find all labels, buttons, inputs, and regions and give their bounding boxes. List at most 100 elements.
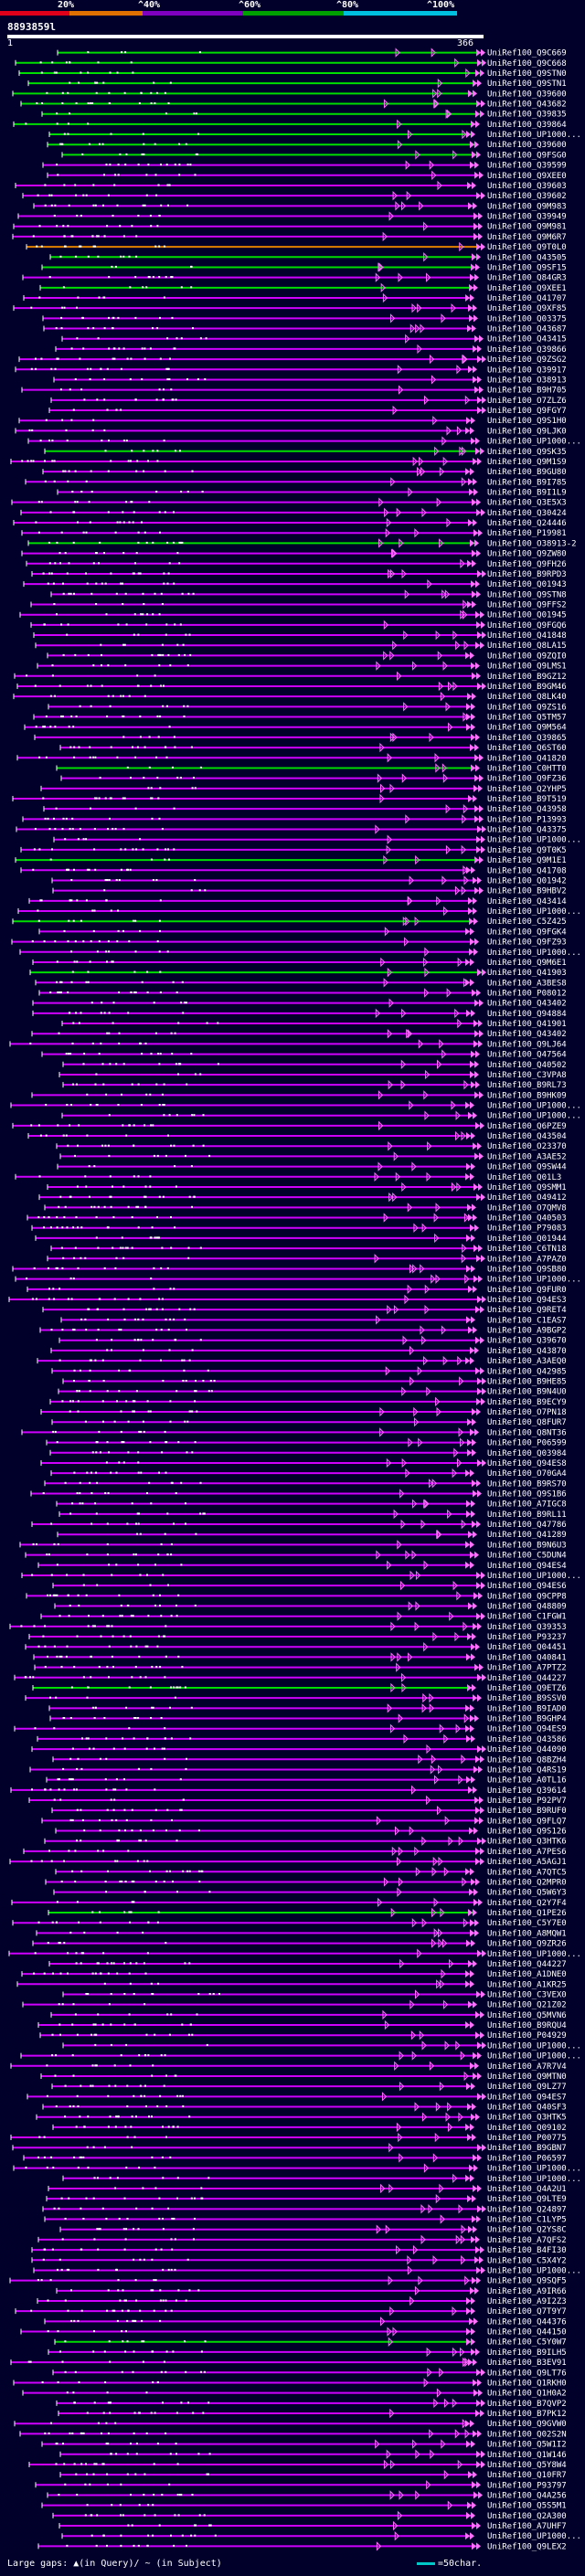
- hit-label[interactable]: UniRef100_Q3HTK6: [487, 1838, 567, 1847]
- hit-row[interactable]: UniRef100_Q94ES7: [27, 2092, 567, 2102]
- hit-row[interactable]: UniRef100_Q9STN1: [27, 78, 567, 89]
- hit-label[interactable]: UniRef100_P19981: [487, 529, 567, 538]
- hit-label[interactable]: UniRef100_Q94884: [487, 1010, 567, 1019]
- hit-label[interactable]: UniRef100_Q39602: [487, 192, 567, 201]
- hit-label[interactable]: UniRef100_Q5MVN6: [487, 2011, 567, 2020]
- hit-row[interactable]: UniRef100_UP1000...: [19, 947, 581, 958]
- hit-label[interactable]: UniRef100_UP1000...: [487, 1102, 581, 1111]
- hit-label[interactable]: UniRef100_Q9ZSG2: [487, 355, 567, 365]
- hit-label[interactable]: UniRef100_Q41289: [487, 1531, 567, 1540]
- hit-row[interactable]: UniRef100_Q44227: [14, 1672, 567, 1683]
- hit-row[interactable]: UniRef100_Q41707: [23, 292, 567, 303]
- hit-label[interactable]: UniRef100_Q48809: [487, 1603, 567, 1612]
- hit-label[interactable]: UniRef100_Q41848: [487, 631, 567, 641]
- hit-label[interactable]: UniRef100_Q9XF85: [487, 304, 567, 313]
- hit-label[interactable]: UniRef100_Q1PE26: [487, 1909, 567, 1918]
- hit-label[interactable]: UniRef100_Q5W6Y3: [487, 1889, 567, 1898]
- hit-row[interactable]: UniRef100_Q44227: [48, 1958, 567, 1969]
- hit-label[interactable]: UniRef100_A7PTZ2: [487, 1664, 567, 1673]
- hit-row[interactable]: UniRef100_UP1000...: [10, 1100, 581, 1111]
- hit-row[interactable]: UniRef100_B9GBN7: [12, 2143, 567, 2153]
- hit-label[interactable]: UniRef100_O70GA4: [487, 1469, 567, 1479]
- hit-label[interactable]: UniRef100_Q9FGQ6: [487, 621, 567, 631]
- hit-row[interactable]: UniRef100_Q9FZ93: [11, 937, 567, 948]
- hit-row[interactable]: UniRef100_Q3HTK6: [44, 1836, 567, 1847]
- hit-label[interactable]: UniRef100_Q9M1S9: [487, 458, 567, 467]
- hit-label[interactable]: UniRef100_Q2YS8C: [487, 2226, 567, 2235]
- hit-label[interactable]: UniRef100_Q3E5X3: [487, 499, 567, 508]
- hit-label[interactable]: UniRef100_UP1000...: [487, 1572, 581, 1581]
- hit-row[interactable]: UniRef100_Q8BZH4: [52, 1754, 567, 1765]
- hit-label[interactable]: UniRef100_Q1RKH0: [487, 2380, 567, 2389]
- hit-label[interactable]: UniRef100_B9GZ12: [487, 673, 567, 682]
- hit-label[interactable]: UniRef100_Q9FZ93: [487, 938, 567, 948]
- hit-row[interactable]: UniRef100_B9H705: [21, 385, 567, 396]
- hit-label[interactable]: UniRef100_B9HE85: [487, 1378, 567, 1387]
- hit-label[interactable]: UniRef100_Q9ZW80: [487, 550, 567, 559]
- hit-label[interactable]: UniRef100_Q9T0K5: [487, 846, 567, 855]
- hit-row[interactable]: UniRef100_Q5W1I2: [41, 2439, 567, 2450]
- hit-row[interactable]: UniRef100_Q40841: [33, 1652, 567, 1662]
- hit-row[interactable]: UniRef100_B9RUF0: [51, 1805, 567, 1816]
- hit-label[interactable]: UniRef100_Q24446: [487, 519, 567, 528]
- hit-label[interactable]: UniRef100_Q9C669: [487, 49, 567, 58]
- hit-label[interactable]: UniRef100_Q43415: [487, 335, 567, 345]
- hit-label[interactable]: UniRef100_B9RL73: [487, 1081, 567, 1090]
- hit-label[interactable]: UniRef100_C5DUN4: [487, 1552, 567, 1561]
- hit-label[interactable]: UniRef100_P93237: [487, 1633, 567, 1642]
- hit-row[interactable]: UniRef100_Q9SMM1: [47, 1182, 567, 1193]
- hit-row[interactable]: UniRef100_B9GZ12: [14, 671, 567, 682]
- hit-label[interactable]: UniRef100_Q94ES6: [487, 1582, 567, 1591]
- hit-row[interactable]: UniRef100_Q9M1E1: [15, 854, 567, 865]
- hit-label[interactable]: UniRef100_A7R7V4: [487, 2062, 567, 2072]
- hit-row[interactable]: UniRef100_A9BGP2: [39, 1325, 567, 1336]
- hit-label[interactable]: UniRef100_Q9FLQ7: [487, 1817, 567, 1826]
- hit-row[interactable]: UniRef100_Q9FGY7: [48, 405, 567, 416]
- hit-row[interactable]: UniRef100_Q94ES6: [52, 1580, 567, 1591]
- hit-row[interactable]: UniRef100_C5Z425: [12, 916, 567, 927]
- hit-row[interactable]: UniRef100_Q9XF85: [13, 302, 567, 313]
- hit-label[interactable]: UniRef100_P79083: [487, 1224, 567, 1234]
- hit-row[interactable]: UniRef100_B9I1L9: [57, 487, 567, 498]
- hit-row[interactable]: UniRef100_Q9C668: [15, 58, 567, 69]
- hit-label[interactable]: UniRef100_Q39866: [487, 345, 567, 355]
- hit-label[interactable]: UniRef100_Q39599: [487, 162, 567, 171]
- hit-label[interactable]: UniRef100_UP1000...: [487, 949, 581, 958]
- hit-label[interactable]: UniRef100_Q44376: [487, 2317, 567, 2327]
- hit-label[interactable]: UniRef100_C0HTT0: [487, 764, 567, 773]
- hit-label[interactable]: UniRef100_Q39835: [487, 111, 567, 120]
- hit-label[interactable]: UniRef100_A7UHF7: [487, 2522, 567, 2531]
- hit-label[interactable]: UniRef100_B9T519: [487, 795, 567, 804]
- hit-row[interactable]: UniRef100_Q5Y8W4: [28, 2459, 567, 2470]
- hit-row[interactable]: UniRef100_B9RL73: [62, 1079, 567, 1090]
- hit-label[interactable]: UniRef100_Q30424: [487, 509, 567, 518]
- hit-row[interactable]: UniRef100_A9IR66: [56, 2285, 567, 2296]
- hit-row[interactable]: UniRef100_O23370: [56, 1141, 567, 1151]
- hit-label[interactable]: UniRef100_UP1000...: [487, 2165, 581, 2174]
- hit-label[interactable]: UniRef100_Q41707: [487, 294, 567, 303]
- hit-row[interactable]: UniRef100_Q41289: [57, 1530, 567, 1540]
- hit-row[interactable]: UniRef100_C5Y0W7: [54, 2337, 567, 2348]
- hit-label[interactable]: UniRef100_B4FI30: [487, 2246, 567, 2255]
- hit-row[interactable]: UniRef100_B9GHP4: [49, 1713, 567, 1724]
- hit-row[interactable]: UniRef100_P92PV7: [28, 1795, 567, 1806]
- hit-label[interactable]: UniRef100_UP1000...: [487, 2041, 581, 2051]
- hit-label[interactable]: UniRef100_O7ZLZ6: [487, 397, 567, 406]
- hit-row[interactable]: UniRef100_B9HK09: [31, 1090, 567, 1100]
- hit-label[interactable]: UniRef100_C5Z425: [487, 917, 567, 927]
- hit-row[interactable]: UniRef100_Q9M981: [13, 221, 567, 232]
- hit-row[interactable]: UniRef100_Q9LJK0: [15, 426, 567, 436]
- hit-label[interactable]: UniRef100_Q43958: [487, 805, 567, 814]
- hit-row[interactable]: UniRef100_C5DUN4: [25, 1550, 567, 1561]
- hit-row[interactable]: UniRef100_Q41903: [29, 967, 567, 978]
- hit-label[interactable]: UniRef100_UP1000...: [487, 131, 581, 140]
- hit-label[interactable]: UniRef100_Q9M6R7: [487, 233, 567, 242]
- hit-label[interactable]: UniRef100_Q39600: [487, 90, 567, 99]
- hit-row[interactable]: UniRef100_Q43402: [32, 998, 567, 1009]
- hit-row[interactable]: UniRef100_Q41708: [20, 865, 567, 875]
- hit-label[interactable]: UniRef100_Q8LA15: [487, 641, 567, 651]
- hit-row[interactable]: UniRef100_A3AE52: [59, 1151, 567, 1161]
- hit-label[interactable]: UniRef100_Q44090: [487, 1745, 567, 1754]
- hit-row[interactable]: UniRef100_Q41901: [61, 1018, 567, 1029]
- hit-row[interactable]: UniRef100_C0HTT0: [56, 763, 567, 773]
